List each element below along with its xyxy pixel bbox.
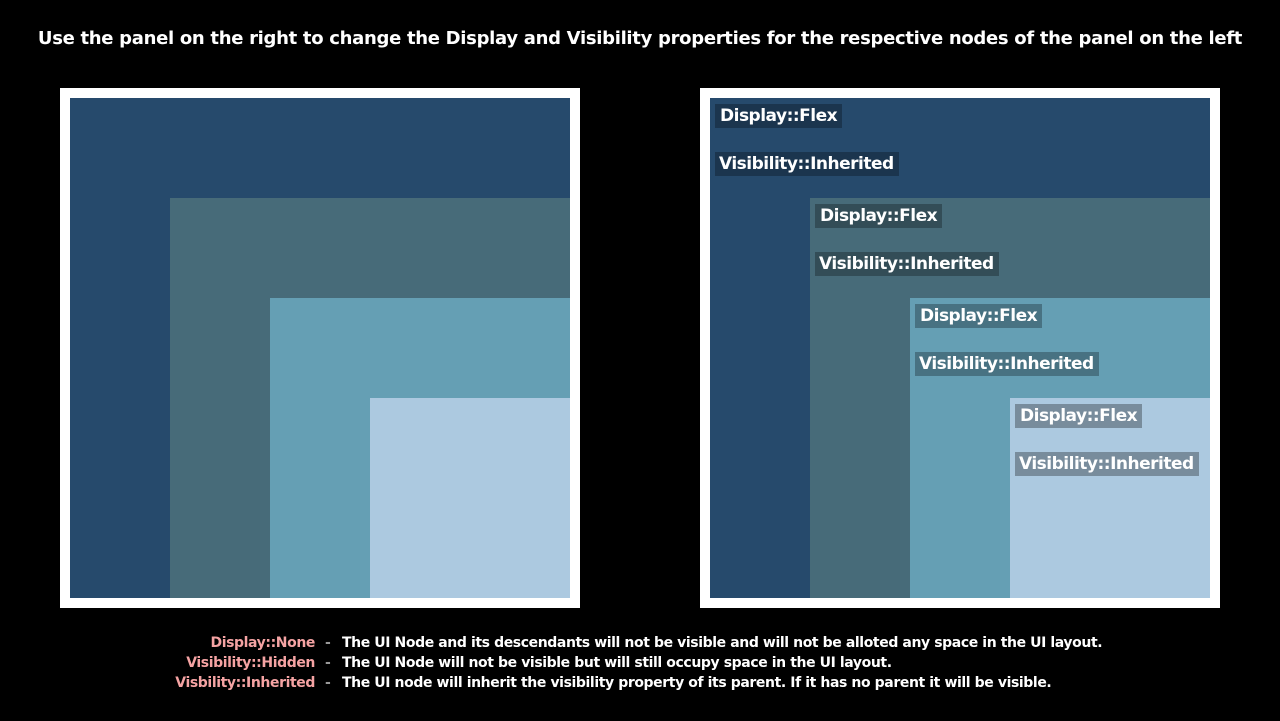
visibility-toggle-2[interactable]: Visibility::Inherited xyxy=(915,352,1099,376)
right-node-0: Display::Flex Visibility::Inherited Disp… xyxy=(710,98,1210,598)
instructions-title: Use the panel on the right to change the… xyxy=(37,28,1243,49)
left-panel xyxy=(60,88,580,608)
right-node-3: Display::Flex Visibility::Inherited xyxy=(1010,398,1210,598)
legend-key: Display::None xyxy=(210,635,315,651)
display-toggle-2[interactable]: Display::Flex xyxy=(915,304,1043,328)
legend-description: The UI Node will not be visible but will… xyxy=(342,655,892,671)
left-node-0 xyxy=(70,98,570,598)
left-node-2 xyxy=(270,298,570,598)
right-node-1: Display::Flex Visibility::Inherited Disp… xyxy=(810,198,1210,598)
display-toggle-3[interactable]: Display::Flex xyxy=(1015,404,1143,428)
legend-key: Visibility::Hidden xyxy=(186,655,315,671)
right-panel: Display::Flex Visibility::Inherited Disp… xyxy=(700,88,1220,608)
legend-key: Visbility::Inherited xyxy=(175,675,315,691)
left-node-3 xyxy=(370,398,570,598)
legend: Display::None - The UI Node and its desc… xyxy=(0,635,1280,695)
visibility-toggle-3[interactable]: Visibility::Inherited xyxy=(1015,452,1199,476)
display-toggle-1[interactable]: Display::Flex xyxy=(815,204,943,228)
legend-row: Visbility::Inherited - The UI node will … xyxy=(0,675,1280,695)
legend-dash: - xyxy=(325,655,331,671)
visibility-toggle-1[interactable]: Visibility::Inherited xyxy=(815,252,999,276)
legend-description: The UI node will inherit the visibility … xyxy=(342,675,1052,691)
legend-row: Visibility::Hidden - The UI Node will no… xyxy=(0,655,1280,675)
display-toggle-0[interactable]: Display::Flex xyxy=(715,104,843,128)
legend-description: The UI Node and its descendants will not… xyxy=(342,635,1103,651)
legend-dash: - xyxy=(325,635,331,651)
visibility-toggle-0[interactable]: Visibility::Inherited xyxy=(715,152,899,176)
left-node-1 xyxy=(170,198,570,598)
legend-row: Display::None - The UI Node and its desc… xyxy=(0,635,1280,655)
legend-dash: - xyxy=(325,675,331,691)
right-node-2: Display::Flex Visibility::Inherited Disp… xyxy=(910,298,1210,598)
